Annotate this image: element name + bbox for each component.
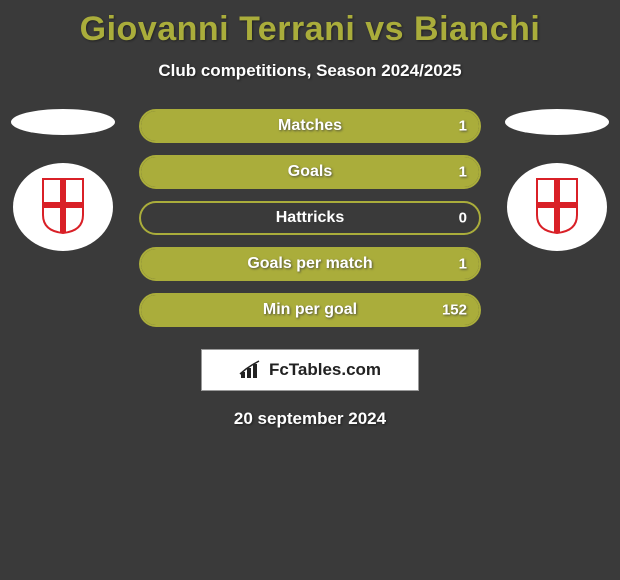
shield-icon bbox=[535, 177, 579, 235]
stat-value-right: 0 bbox=[459, 210, 467, 227]
shield-icon bbox=[41, 177, 85, 235]
page-title: Giovanni Terrani vs Bianchi bbox=[0, 0, 620, 49]
brand-text: FcTables.com bbox=[269, 360, 381, 380]
club-badge-left bbox=[13, 163, 113, 251]
stat-label: Goals per match bbox=[141, 255, 479, 273]
stat-value-right: 1 bbox=[459, 164, 467, 181]
right-player-col bbox=[502, 109, 612, 251]
stats-column: Matches 1 Goals 1 Hattricks 0 Goals per … bbox=[139, 109, 481, 327]
comparison-row: Matches 1 Goals 1 Hattricks 0 Goals per … bbox=[0, 109, 620, 327]
stat-label: Hattricks bbox=[141, 209, 479, 227]
stat-row-hattricks: Hattricks 0 bbox=[139, 201, 481, 235]
stat-row-goals: Goals 1 bbox=[139, 155, 481, 189]
club-badge-right bbox=[507, 163, 607, 251]
left-player-col bbox=[8, 109, 118, 251]
stat-label: Min per goal bbox=[141, 301, 479, 319]
stat-value-right: 1 bbox=[459, 256, 467, 273]
stat-row-matches: Matches 1 bbox=[139, 109, 481, 143]
stat-row-goals-per-match: Goals per match 1 bbox=[139, 247, 481, 281]
stat-row-min-per-goal: Min per goal 152 bbox=[139, 293, 481, 327]
bar-chart-icon bbox=[239, 360, 263, 380]
player-photo-placeholder-left bbox=[11, 109, 115, 135]
stat-value-right: 152 bbox=[442, 302, 467, 319]
stat-label: Goals bbox=[141, 163, 479, 181]
date-line: 20 september 2024 bbox=[0, 409, 620, 429]
page-subtitle: Club competitions, Season 2024/2025 bbox=[0, 61, 620, 81]
player-photo-placeholder-right bbox=[505, 109, 609, 135]
stat-label: Matches bbox=[141, 117, 479, 135]
stat-value-right: 1 bbox=[459, 118, 467, 135]
brand-link[interactable]: FcTables.com bbox=[201, 349, 419, 391]
